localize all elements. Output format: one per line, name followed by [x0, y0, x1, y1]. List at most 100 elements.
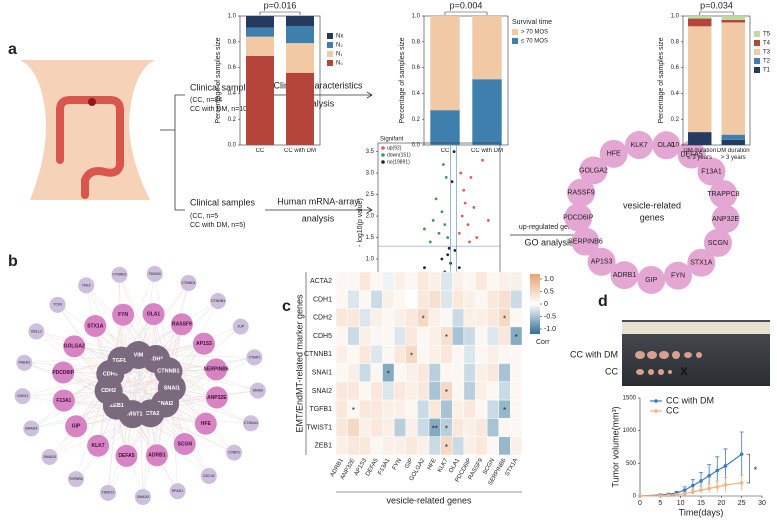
point: [723, 483, 728, 487]
point: [469, 175, 473, 179]
flow-text: (CC, n=84: [190, 97, 222, 104]
point: [440, 257, 444, 261]
edge: [150, 282, 189, 414]
heat-cell: [475, 363, 488, 383]
y-tick-label: 1.0: [412, 14, 421, 20]
edge: [150, 413, 235, 453]
heat-cell: [486, 381, 499, 401]
point: [428, 240, 432, 244]
point: [444, 175, 448, 179]
network-node: [65, 415, 88, 438]
point: [691, 490, 695, 494]
plot-frame: [682, 15, 751, 146]
network-label: ANP32E: [207, 395, 227, 401]
heat-cell: [440, 271, 453, 291]
network-node: [242, 415, 259, 432]
legend-marker: [381, 146, 385, 150]
heat-cell: [428, 308, 441, 328]
panel-label: b: [8, 253, 18, 270]
heat-cell: [347, 363, 360, 383]
y-tick-label: CDH5: [313, 333, 332, 340]
gene-label: SCGN: [708, 240, 728, 247]
gene-label: STX1A: [690, 260, 713, 267]
legend-swatch: [327, 42, 333, 48]
network-node: [205, 358, 228, 381]
heat-cell: [417, 344, 430, 364]
network-label: RASSF9: [172, 322, 192, 328]
heat-cell: [417, 363, 430, 383]
chart-title: p=0.004: [450, 0, 483, 10]
point: [739, 452, 744, 456]
network-label: ADRB1: [148, 453, 165, 459]
point: [440, 210, 444, 214]
photo-mark: X: [680, 366, 688, 378]
heat-cell: [440, 308, 453, 328]
y-tick-label: 1.0: [671, 14, 680, 20]
network-node: [146, 265, 163, 282]
ring-center: genes: [640, 212, 665, 222]
heat-cell: [370, 436, 383, 456]
heat-cell: [382, 308, 395, 328]
x-tick-label: 20: [717, 500, 725, 507]
legend-swatch: [327, 33, 333, 39]
cell-label: **: [432, 424, 438, 433]
gene-node: [637, 265, 666, 294]
heat-cell: [452, 326, 465, 346]
legend-label: down(151): [387, 152, 411, 158]
network-label: SMAD3: [43, 455, 55, 459]
heat-cell: [452, 344, 465, 364]
heat-cell: [463, 326, 476, 346]
photo-label: CC: [605, 366, 618, 376]
chart-title: p=0.034: [700, 0, 733, 10]
heat-cell: [475, 436, 488, 456]
legend-label: CC with DM: [666, 395, 714, 405]
heat-cell: [486, 290, 499, 309]
heat-cell: [475, 308, 488, 328]
legend-label: N₂: [336, 43, 343, 49]
heat-cell: [452, 399, 465, 419]
flow-text: (CC, n=5: [190, 213, 218, 220]
cell-label: *: [387, 370, 390, 379]
legend-swatch: [512, 38, 518, 44]
network-label: CTNND2: [112, 273, 126, 277]
x-tick-label: CC: [255, 148, 265, 154]
x-tick-label: DM duration ≤ 3 years: [683, 148, 716, 161]
network-label: OLA1: [147, 311, 161, 317]
heat-cell: [486, 363, 499, 383]
network-node: [249, 382, 266, 399]
gene-label: GOLGA2: [579, 167, 608, 174]
point: [437, 231, 441, 235]
heat-cell: [347, 344, 360, 364]
gene-label: RASSF9: [567, 190, 594, 197]
network-label: SMAD2: [137, 495, 149, 499]
heat-cell: [428, 363, 441, 383]
heat-cell: [393, 308, 406, 328]
y-tick-label: TGFB1: [309, 406, 332, 413]
gene-label: AP1S3: [591, 259, 613, 266]
network-node: [41, 448, 58, 465]
heat-cell: [335, 399, 348, 419]
network-label: TGFBR2: [69, 477, 83, 481]
bar-segment: [721, 16, 745, 20]
heat-cell: [510, 363, 523, 383]
y-tick-label: SNAI1: [312, 369, 332, 376]
y-tick-label: 2.0: [366, 214, 375, 220]
network-label: GOLGA2: [64, 344, 85, 350]
point: [446, 253, 450, 257]
heat-cell: [382, 381, 395, 401]
network-label: GIP: [72, 424, 81, 430]
point: [475, 236, 479, 239]
heat-cell: [335, 418, 348, 437]
significance-bracket: [259, 11, 301, 15]
network-label: CDH5: [103, 371, 118, 377]
x-axis-label: vesicle-related genes: [386, 495, 472, 505]
network-node: [52, 389, 75, 412]
point: [699, 488, 703, 492]
y-tick-label: 1.0: [366, 257, 375, 263]
heat-cell: [428, 344, 441, 364]
gene-label: F13A1: [701, 168, 722, 175]
flow-text: CC with DM, n=5): [190, 222, 245, 229]
network-node: [200, 467, 217, 484]
network-label: SCGN: [178, 441, 193, 447]
network-label: ACTA2: [141, 411, 159, 417]
